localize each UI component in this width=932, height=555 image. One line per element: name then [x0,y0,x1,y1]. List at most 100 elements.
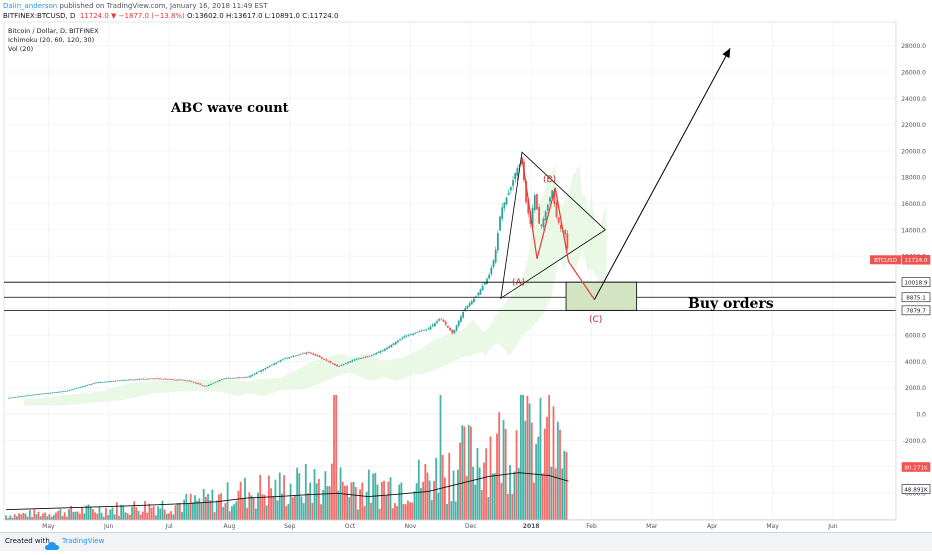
candle-body [364,356,367,358]
legend-ichimoku[interactable]: Ichimoku (20, 60, 120, 30) [8,36,94,44]
symbol-tag-label: BTCUSD [874,258,897,264]
volume-bar [400,482,403,520]
candle-body [453,330,456,334]
candle-body [138,379,141,380]
candle-body [549,197,551,202]
volume-bar [202,488,205,520]
wave-lines[interactable] [500,48,731,300]
volume-bar [183,499,186,520]
horizontal-levels[interactable] [4,281,896,311]
price-axis[interactable]: -6000.0-4000.0-2000.00.02000.04000.06000… [895,22,932,520]
forecast-arrow-line[interactable] [593,48,731,300]
legend-volume[interactable]: Vol (20) [8,45,33,53]
volume-bar [211,489,214,520]
cloud-logo-icon[interactable] [45,536,59,555]
candle-body [499,216,501,231]
buy-zone-group[interactable] [565,281,638,311]
candle-body [362,357,365,359]
candle-body [555,202,558,218]
volume-bar [267,475,270,520]
price-tag-box [901,277,931,288]
volume-bar [311,502,314,520]
volume-bar [98,506,101,520]
volume-bar [274,479,277,520]
volume-bar [480,490,483,520]
volume-bar [298,473,301,520]
candle-body [564,230,567,235]
candle-body [158,378,160,380]
candle-body [97,382,99,384]
price-chart[interactable]: -6000.0-4000.0-2000.00.02000.04000.06000… [0,0,932,532]
volume-bar [52,515,55,520]
volume-bar [372,473,375,520]
volume-bar [194,495,196,520]
volume-bar [113,514,116,520]
candle-body [423,329,425,331]
buy-zone-rect[interactable] [565,281,638,311]
candle-body [305,352,308,354]
candle-body [149,378,152,380]
buy-orders-label[interactable]: Buy orders [688,296,774,312]
volume-bar [493,473,496,520]
volume-bar [487,497,490,520]
candle-body [227,377,230,379]
candle-body [475,296,478,298]
candle-body [42,393,45,395]
volume-bar [115,502,118,520]
volume-bar [335,395,338,520]
time-tick-label: May [42,523,55,530]
abc-wave-line[interactable] [521,157,595,300]
candle-body [175,379,178,381]
candle-body [277,361,280,363]
candle-body [479,289,482,295]
candles [8,156,569,399]
candle-body [501,207,504,219]
price-tag-value: 10018.9 [904,281,928,287]
created-with-text: Created with [5,537,50,545]
close-value: C:11724.0 [302,12,339,20]
candle-body [71,389,73,391]
volume-bar [254,508,257,520]
candle-body [347,362,349,364]
volume-bar [450,501,453,520]
tradingview-link[interactable]: TradingView [62,537,105,545]
price-tag-value: 8875.1 [906,296,926,302]
volume-bar [70,505,73,520]
candle-body [10,397,13,399]
time-axis[interactable]: May Jun Jul Aug Sep Oct Nov Dec 2018 Feb Mar Apr May… [4,519,896,530]
author-link[interactable]: Dalin_anderson [3,2,58,10]
candle-body [53,392,56,394]
volume-bar [28,510,31,520]
time-tick-label: Jun [827,523,838,530]
price-axis-bg [896,22,932,520]
candle-body [518,164,521,168]
wave-label-c: (C) [589,315,602,325]
volume-bar [565,451,568,520]
candle-body [433,322,436,327]
candle-body [455,325,458,331]
candle-body [477,293,480,296]
volume-bar [541,473,544,520]
candle-body [290,356,293,358]
forecast-arrow-head[interactable] [722,48,731,59]
price-tick-label: 20000.0 [901,148,926,155]
volume-bar [509,465,511,520]
volume-bar [404,504,407,520]
candle-body [281,359,284,361]
annotation-title[interactable]: ABC wave count [170,101,289,116]
candle-body [349,361,352,363]
candle-body [14,396,17,398]
candle-body [360,357,362,359]
volume-bar [9,515,12,520]
candle-body [218,380,221,382]
volume-bar [96,513,99,520]
volume-bar [402,503,405,520]
volume-bar [65,516,68,520]
candle-body [540,224,543,226]
triangle-pattern[interactable] [500,151,606,300]
volume-bar [200,502,203,520]
volume-bar [530,422,533,520]
volume-bar [228,511,231,520]
volume-bar [385,495,388,520]
candle-body [557,217,560,223]
